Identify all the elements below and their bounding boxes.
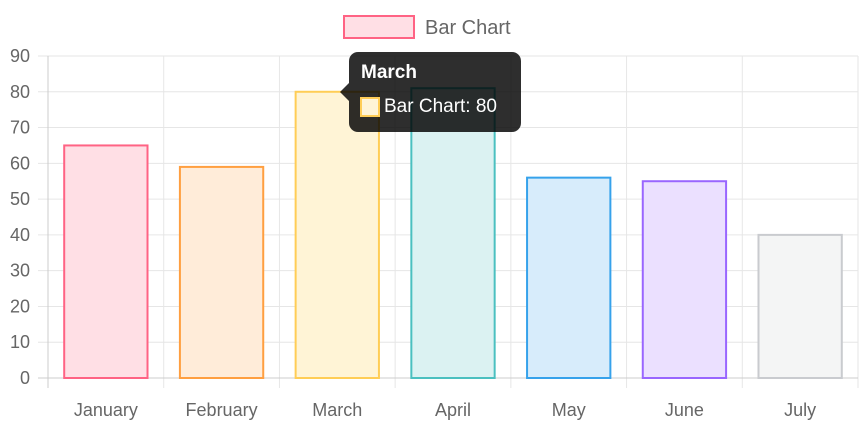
tooltip-row: Bar Chart: 80 [360, 96, 497, 118]
bar-series[interactable] [63, 87, 843, 380]
bar-february[interactable] [178, 165, 265, 379]
chart-legend[interactable]: Bar Chart [343, 15, 511, 39]
tooltip-caret [340, 83, 349, 101]
x-axis-ticks: January February March April May June July [74, 400, 816, 420]
y-tick-label: 70 [10, 118, 30, 138]
tooltip-color-swatch [360, 97, 380, 117]
x-tick-label: February [186, 400, 258, 420]
bar-may[interactable] [526, 176, 612, 379]
x-tick-label: June [665, 400, 704, 420]
tooltip-label: Bar Chart: 80 [384, 96, 497, 117]
legend-label[interactable]: Bar Chart [425, 17, 511, 39]
bar-july[interactable] [757, 233, 843, 379]
bar-june[interactable] [641, 180, 728, 379]
chart-tooltip: March Bar Chart: 80 [340, 52, 521, 132]
x-tick-label: July [784, 400, 816, 420]
y-axis-ticks: 0 10 20 30 40 50 60 70 80 90 [10, 46, 30, 388]
y-tick-label: 30 [10, 261, 30, 281]
x-tick-label: May [552, 400, 586, 420]
y-tick-label: 80 [10, 82, 30, 102]
y-tick-label: 40 [10, 225, 30, 245]
x-tick-label: January [74, 400, 138, 420]
bar-march[interactable] [294, 90, 380, 380]
y-tick-label: 90 [10, 46, 30, 66]
x-tick-label: April [435, 400, 471, 420]
y-tick-label: 0 [20, 368, 30, 388]
legend-swatch[interactable] [343, 15, 415, 39]
x-tick-label: March [312, 400, 362, 420]
tooltip-title: March [361, 62, 417, 83]
y-tick-label: 20 [10, 296, 30, 316]
bar-april[interactable] [410, 87, 496, 379]
y-tick-label: 10 [10, 332, 30, 352]
y-tick-label: 50 [10, 189, 30, 209]
bar-january[interactable] [63, 144, 149, 379]
y-tick-label: 60 [10, 153, 30, 173]
